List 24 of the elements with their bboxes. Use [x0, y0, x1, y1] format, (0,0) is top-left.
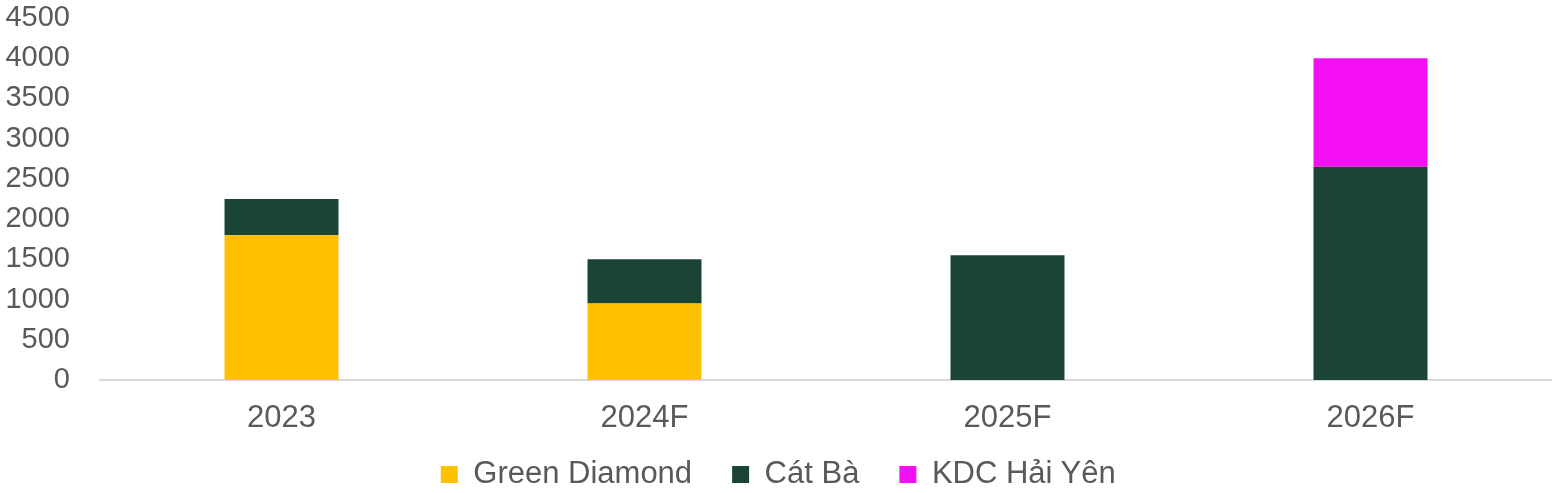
y-tick-label: 4000: [5, 40, 70, 73]
x-tick-label: 2024F: [600, 399, 689, 435]
y-tick-label: 4500: [5, 0, 70, 32]
y-tick-label: 3500: [5, 80, 70, 113]
bar: [1313, 58, 1428, 167]
y-tick-label: 3000: [5, 120, 70, 153]
legend-label: Cát Bà: [764, 455, 861, 491]
bar: [224, 235, 339, 380]
y-tick-label: 2500: [5, 160, 70, 193]
bar: [224, 199, 339, 236]
y-tick-label: 500: [21, 321, 70, 354]
bar: [587, 259, 702, 304]
y-tick-label: 0: [53, 362, 70, 394]
y-tick-label: 1000: [5, 281, 70, 314]
y-tick-label: 1500: [5, 241, 70, 274]
x-tick-label: 2026F: [1326, 399, 1415, 435]
x-tick-label: 2023: [247, 399, 316, 435]
legend-label: Green Diamond: [473, 455, 693, 491]
legend-label: KDC Hải Yên: [931, 455, 1116, 491]
bar: [950, 255, 1065, 380]
y-tick-label: 2000: [5, 201, 70, 234]
bar: [1313, 166, 1428, 380]
bar: [587, 303, 702, 380]
x-tick-label: 2025F: [963, 399, 1052, 435]
